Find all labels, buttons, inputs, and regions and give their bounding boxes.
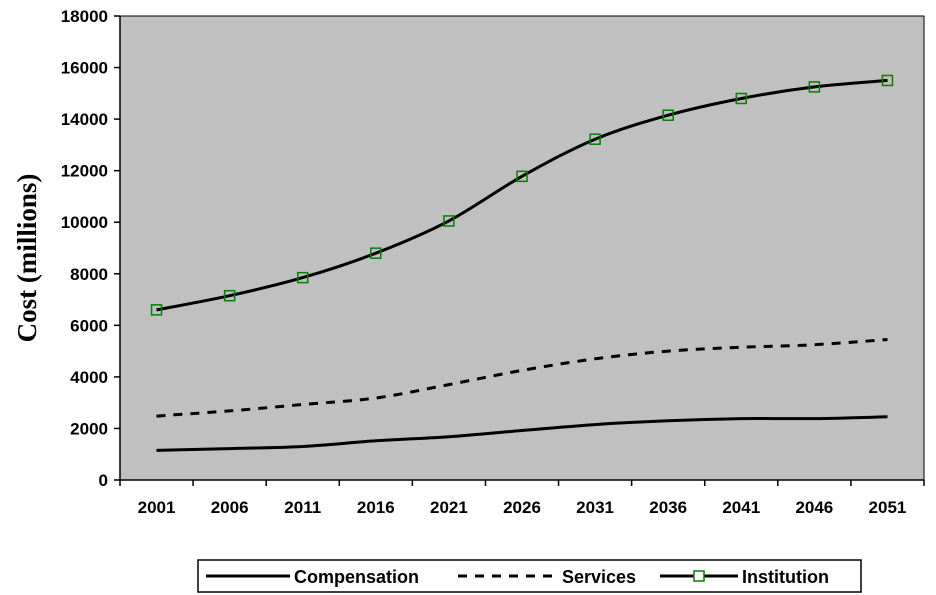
legend-institution-marker — [693, 570, 705, 582]
x-tick-label: 2021 — [430, 498, 468, 517]
y-tick-label: 6000 — [70, 316, 108, 335]
legend-services-label: Services — [562, 567, 636, 587]
x-tick-label: 2051 — [869, 498, 907, 517]
series-layer — [150, 74, 894, 452]
institution-data-point — [296, 271, 309, 284]
x-tick-label: 2041 — [722, 498, 760, 517]
compensation-series-line — [156, 415, 888, 452]
institution-data-point — [443, 215, 455, 227]
institution-data-point — [223, 289, 236, 302]
legend: Compensation Services Institution — [197, 559, 862, 593]
x-tick-label: 2011 — [284, 498, 321, 517]
y-axis-title: Cost (millions) — [12, 174, 42, 343]
y-tick-label: 14000 — [61, 110, 108, 129]
legend-box — [197, 559, 862, 593]
legend-institution-label: Institution — [742, 567, 829, 587]
legend-compensation-label: Compensation — [294, 567, 419, 587]
institution-data-point — [881, 74, 894, 87]
x-tick-label: 2016 — [357, 498, 395, 517]
institution-series-line — [156, 78, 888, 312]
x-tick-label: 2031 — [576, 498, 614, 517]
services-series-line — [156, 338, 888, 418]
institution-data-point — [516, 170, 528, 183]
plot-area — [119, 15, 925, 481]
y-tick-label: 4000 — [70, 368, 108, 387]
x-tick-label: 2026 — [503, 498, 541, 517]
x-tick-label: 2036 — [649, 498, 687, 517]
institution-data-point — [589, 133, 601, 145]
institution-data-point — [150, 304, 163, 316]
y-tick-label: 10000 — [61, 213, 108, 232]
institution-data-point — [370, 247, 382, 259]
y-tick-label: 16000 — [61, 59, 108, 78]
institution-data-point — [808, 81, 821, 93]
x-tick-label: 2046 — [795, 498, 833, 517]
institution-data-point — [735, 92, 748, 105]
y-tick-label: 2000 — [70, 419, 108, 438]
x-tick-label: 2006 — [211, 498, 249, 517]
y-tick-label: 12000 — [61, 162, 108, 181]
y-tick-label: 8000 — [70, 265, 108, 284]
x-axis: 2001 2006 2011 2016 2021 2026 2031 2036 2041 2046… — [119, 479, 925, 517]
y-tick-label: 0 — [99, 471, 108, 490]
y-axis: 0 2000 4000 6000 8000 10000 12000 14000 16000 180… — [61, 7, 121, 490]
institution-data-point — [662, 109, 674, 121]
y-tick-label: 18000 — [61, 7, 108, 26]
x-tick-label: 2001 — [138, 498, 176, 517]
